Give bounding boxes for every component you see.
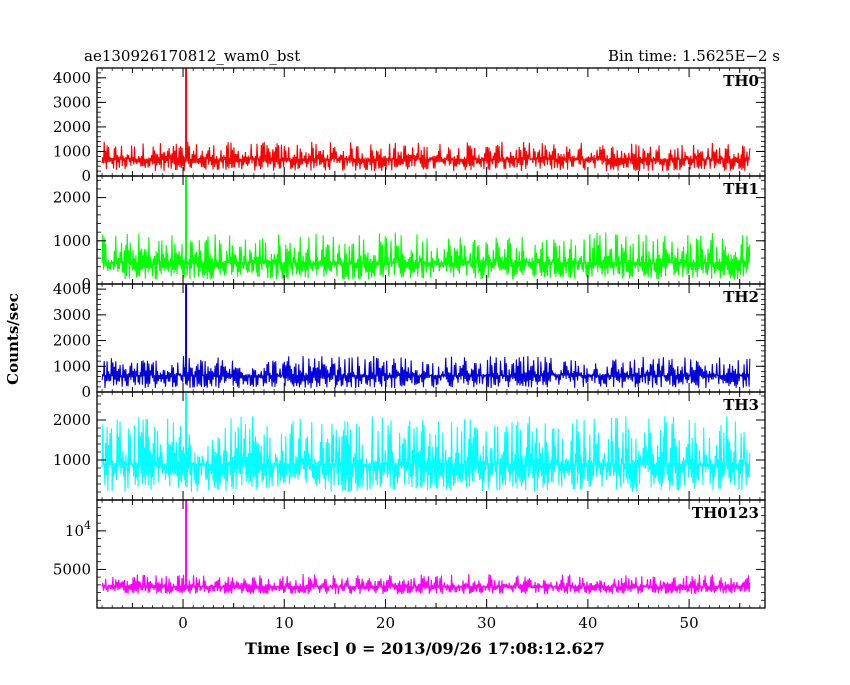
y-axis-label: Counts/sec: [4, 293, 22, 385]
panel-label-th1: TH1: [723, 180, 759, 198]
y-tick-label-th1: 0: [81, 275, 91, 293]
y-tick-label-th2: 3000: [53, 306, 91, 324]
x-tick-label: 40: [578, 614, 597, 632]
series-th1: [101, 232, 751, 280]
y-tick-label-th2: 2000: [53, 332, 91, 350]
panel-th2: 0 1000 2000 3000 4000 TH2: [53, 280, 766, 401]
series-th0: [101, 141, 751, 172]
x-tick-label: 30: [477, 614, 496, 632]
y-tick-label-th1: 2000: [53, 189, 91, 207]
panel-label-th0: TH0: [723, 72, 759, 90]
series-th0123: [101, 574, 751, 595]
y-tick-label-th2: 4000: [53, 280, 91, 298]
panel-label-th3: TH3: [723, 396, 759, 414]
x-tick-label: 10: [275, 614, 294, 632]
x-axis-label: Time [sec] 0 = 2013/09/26 17:08:12.627: [245, 639, 605, 658]
y-tick-label-th0: 3000: [53, 93, 91, 111]
series-th3: [101, 416, 751, 492]
y-tick-label-th2: 1000: [53, 357, 91, 375]
header-right: Bin time: 1.5625E−2 s: [608, 47, 780, 65]
panel-label-th0123: TH0123: [692, 504, 759, 522]
panel-th0123: 5000 104 TH0123: [53, 499, 766, 609]
y-tick-label-th0: 1000: [53, 142, 91, 160]
x-tick-label: 0: [178, 614, 188, 632]
y-tick-label-th3: 2000: [53, 411, 91, 429]
y-tick-label-th3: 1000: [53, 451, 91, 469]
panel-th3: 1000 2000 TH3: [53, 391, 766, 501]
y-tick-label-th2: 0: [81, 383, 91, 401]
y-tick-label-th0: 4000: [53, 69, 91, 87]
y-tick-label-th0: 2000: [53, 118, 91, 136]
panel-th0: 0 1000 2000 3000 4000 TH0: [53, 67, 766, 185]
y-tick-label-th0: 0: [81, 167, 91, 185]
y-tick-label-th0123: 5000: [53, 560, 91, 578]
panel-label-th2: TH2: [723, 288, 759, 306]
x-tick-label: 20: [376, 614, 395, 632]
y-tick-label-th1: 1000: [53, 232, 91, 250]
header-left: ae130926170812_wam0_bst: [84, 47, 300, 65]
series-th2: [101, 356, 751, 389]
y-tick-label-th0123: 104: [65, 519, 91, 540]
panel-th1: 0 1000 2000 TH1: [53, 175, 766, 293]
x-tick-label: 50: [680, 614, 699, 632]
